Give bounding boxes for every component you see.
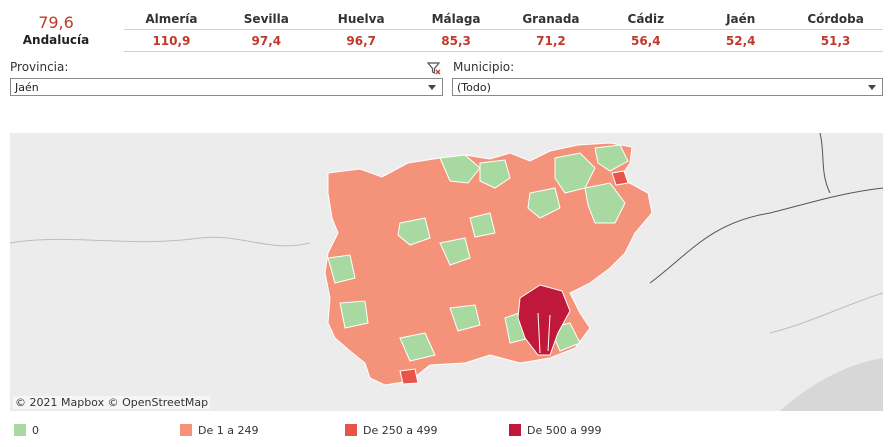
municipality-area[interactable]: [399, 332, 436, 362]
region-border-line: [547, 314, 551, 352]
province-table: Almería 110,9 Sevilla 97,4 Huelva 96,7 M…: [124, 0, 883, 52]
province-name: Cádiz: [627, 12, 665, 26]
municipio-filter-label: Municipio:: [453, 60, 515, 74]
municipality-area[interactable]: [449, 304, 481, 332]
legend-label: De 250 a 499: [363, 424, 438, 437]
provincia-selected-value: Jaén: [15, 81, 39, 94]
province-name: Granada: [522, 12, 580, 26]
legend-label: De 500 a 999: [527, 424, 602, 437]
region-border-line: [649, 187, 883, 284]
province-value: 56,4: [631, 34, 661, 48]
chevron-down-icon: [428, 85, 436, 90]
municipality-area[interactable]: [584, 182, 626, 224]
provincia-dropdown[interactable]: Jaén: [10, 78, 443, 96]
legend-label: De 1 a 249: [198, 424, 259, 437]
region-border-line: [819, 133, 831, 194]
legend-label: 0: [32, 424, 39, 437]
province-value: 51,3: [820, 34, 851, 48]
municipality-area[interactable]: [594, 144, 629, 172]
provincia-filter-label: Provincia:: [10, 60, 69, 74]
province-value: 110,9: [152, 34, 191, 48]
municipality-area[interactable]: [439, 154, 481, 184]
province-name: Huelva: [337, 12, 385, 26]
municipality-area[interactable]: [527, 187, 561, 219]
municipality-area[interactable]: [399, 368, 419, 385]
province-name: Sevilla: [243, 12, 289, 26]
municipio-selected-value: (Todo): [457, 81, 491, 94]
legend-swatch: [509, 424, 521, 436]
region-border-line: [10, 236, 311, 247]
municipality-area[interactable]: [339, 300, 369, 329]
province-value: 85,3: [441, 34, 471, 48]
municipality-area[interactable]: [439, 237, 471, 266]
province-value: 52,4: [725, 34, 756, 48]
province-value: 71,2: [536, 34, 566, 48]
province-name: Jaén: [726, 12, 756, 26]
chevron-down-icon: [868, 85, 876, 90]
kpi-andalucia-value: 79,6: [38, 13, 74, 32]
province-name: Córdoba: [807, 12, 864, 26]
municipality-area[interactable]: [327, 254, 356, 284]
municipality-area[interactable]: [479, 159, 511, 189]
municipality-area[interactable]: [469, 212, 496, 238]
table-header-divider: [124, 29, 883, 30]
region-border-line: [537, 312, 541, 354]
region-border-line: [769, 292, 883, 334]
map-canvas[interactable]: [10, 133, 883, 411]
province-value: 97,4: [251, 34, 282, 48]
kpi-andalucia-label: Andalucía: [22, 33, 90, 47]
choropleth-map[interactable]: © 2021 Mapbox © OpenStreetMap: [10, 133, 883, 411]
clear-filter-icon[interactable]: [426, 60, 442, 76]
sea-area: [780, 358, 883, 411]
municipality-area[interactable]: [611, 170, 629, 186]
kpi-andalucia: 79,6 Andalucía: [0, 0, 112, 50]
province-name: Almería: [145, 12, 198, 26]
table-bottom-divider: [124, 51, 883, 52]
legend-swatch: [180, 424, 192, 436]
legend-swatch: [345, 424, 357, 436]
municipio-dropdown[interactable]: (Todo): [452, 78, 883, 96]
province-name: Málaga: [431, 12, 481, 26]
map-attribution[interactable]: © 2021 Mapbox © OpenStreetMap: [13, 396, 211, 409]
municipality-area[interactable]: [517, 284, 571, 356]
province-value: 96,7: [346, 34, 376, 48]
legend-swatch: [14, 424, 26, 436]
municipality-area[interactable]: [397, 217, 431, 246]
